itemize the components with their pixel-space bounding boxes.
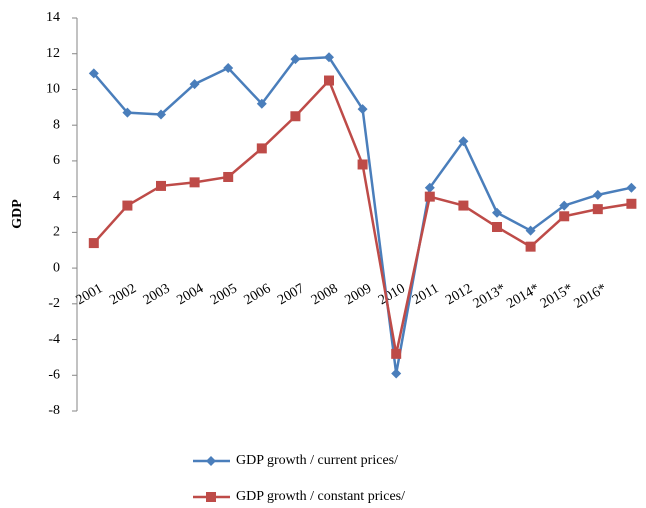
marker: [122, 107, 133, 118]
x-tick-label: 2012: [443, 281, 475, 308]
marker: [290, 54, 301, 65]
y-tick-label: 6: [53, 153, 60, 168]
legend-marker: [206, 456, 216, 466]
x-tick-label: 2005: [208, 281, 240, 308]
x-tick-label: 2011: [410, 281, 441, 308]
x-tick-label: 2008: [309, 281, 341, 308]
marker: [525, 241, 536, 252]
marker: [223, 171, 234, 182]
x-tick-label: 2015*: [538, 281, 576, 311]
y-tick-label: 2: [53, 225, 60, 240]
marker: [256, 143, 267, 154]
marker: [592, 189, 603, 200]
marker: [424, 191, 435, 202]
legend-marker: [206, 492, 216, 502]
y-tick-label: 12: [46, 46, 60, 61]
marker: [592, 204, 603, 215]
x-tick-label: 2016*: [572, 281, 610, 311]
x-tick-label: 2010: [376, 281, 408, 308]
y-tick-label: 14: [46, 10, 60, 25]
y-tick-label: 0: [53, 260, 60, 275]
marker: [122, 200, 133, 211]
marker: [391, 368, 402, 379]
marker: [189, 79, 200, 90]
y-tick-label: -2: [48, 296, 60, 311]
marker: [391, 348, 402, 359]
marker: [626, 182, 637, 193]
x-tick-label: 2014*: [504, 281, 542, 311]
x-tick-label: 2002: [107, 281, 139, 308]
marker: [88, 238, 99, 249]
marker: [189, 177, 200, 188]
marker: [525, 225, 536, 236]
marker: [88, 68, 99, 79]
marker: [458, 200, 469, 211]
legend-label: GDP growth / current prices/: [236, 453, 398, 468]
x-tick-label: 2003: [141, 281, 173, 308]
marker: [256, 98, 267, 109]
y-tick-label: 8: [53, 117, 60, 132]
y-tick-label: -4: [48, 332, 60, 347]
marker: [458, 136, 469, 147]
marker: [492, 207, 502, 218]
marker: [626, 198, 637, 209]
marker: [424, 182, 435, 193]
marker: [324, 75, 334, 86]
marker: [324, 52, 334, 63]
x-tick-label: 2001: [74, 281, 106, 308]
marker: [156, 109, 166, 120]
marker: [492, 222, 502, 233]
series-line: [92, 78, 632, 355]
x-tick-label: 2006: [242, 281, 274, 308]
x-tick-label: 2007: [275, 281, 307, 308]
marker: [357, 104, 368, 115]
y-tick-label: 10: [46, 82, 60, 97]
y-tick-label: 4: [53, 189, 60, 204]
marker: [559, 200, 570, 211]
y-tick-label: -8: [48, 403, 60, 418]
x-tick-label: 2013*: [471, 281, 509, 311]
marker: [559, 211, 570, 222]
marker: [290, 111, 301, 122]
marker: [357, 159, 368, 170]
marker: [223, 63, 234, 74]
marker: [156, 180, 166, 191]
x-tick-label: 2004: [174, 281, 206, 308]
x-tick-label: 2009: [342, 281, 374, 308]
y-axis-label: GDP: [10, 199, 25, 229]
legend-label: GDP growth / constant prices/: [236, 489, 405, 504]
y-tick-label: -6: [48, 367, 60, 382]
